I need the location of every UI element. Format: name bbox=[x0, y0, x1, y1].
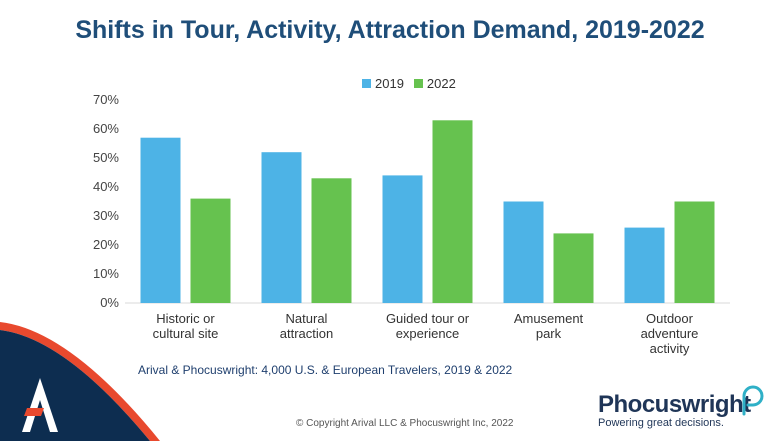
bar-2019 bbox=[261, 152, 302, 303]
arival-a-accent bbox=[24, 408, 44, 416]
source-note: Arival & Phocuswright: 4,000 U.S. & Euro… bbox=[138, 363, 513, 377]
bar-2019 bbox=[503, 201, 544, 303]
x-tick-label-line: cultural site bbox=[153, 326, 219, 341]
chart-title: Shifts in Tour, Activity, Attraction Dem… bbox=[75, 16, 705, 44]
corner-navy-panel bbox=[0, 330, 150, 441]
y-tick-label: 50% bbox=[93, 150, 119, 165]
brand-tagline: Powering great decisions. bbox=[598, 417, 724, 429]
x-tick-label: Historic or cultural site bbox=[153, 311, 219, 341]
legend-item-2022: 2022 bbox=[413, 76, 456, 91]
y-tick-label: 40% bbox=[93, 179, 119, 194]
y-tick-label: 30% bbox=[93, 208, 119, 223]
chart-legend: 2019 2022 bbox=[362, 76, 460, 91]
bar-2019 bbox=[140, 137, 181, 303]
bar-2022 bbox=[190, 198, 231, 303]
legend-label-2019: 2019 bbox=[375, 76, 404, 91]
legend-item-2019: 2019 bbox=[362, 76, 404, 91]
x-tick-label: Amusement park bbox=[514, 311, 584, 341]
x-tick-label-line: Amusement bbox=[514, 311, 584, 326]
copyright-text: © Copyright Arival LLC & Phocuswright In… bbox=[296, 418, 514, 429]
corner-accent-stripe bbox=[0, 322, 160, 441]
phocuswright-brand: Phocuswright Powering great decisions. bbox=[598, 391, 751, 429]
x-tick-label-line: adventure bbox=[641, 326, 699, 341]
x-tick-label: Natural attraction bbox=[280, 311, 333, 341]
phocuswright-mark-icon bbox=[742, 385, 764, 416]
y-tick-label: 70% bbox=[93, 92, 119, 107]
bar-2019 bbox=[624, 227, 665, 303]
bar-2022 bbox=[674, 201, 715, 303]
x-tick-label-line: activity bbox=[650, 341, 690, 356]
legend-label-2022: 2022 bbox=[426, 76, 456, 91]
bar-2022 bbox=[553, 233, 594, 303]
y-tick-label: 0% bbox=[100, 295, 119, 310]
y-tick-label: 60% bbox=[93, 121, 119, 136]
x-tick-label: Outdoor adventure activity bbox=[641, 311, 699, 356]
x-tick-label-line: Guided tour or bbox=[386, 311, 470, 326]
bar-2022 bbox=[311, 178, 352, 303]
x-tick-label-line: Outdoor bbox=[646, 311, 694, 326]
legend-swatch-2019 bbox=[362, 79, 371, 88]
x-tick-label-line: park bbox=[536, 326, 562, 341]
x-tick-label-line: experience bbox=[396, 326, 460, 341]
x-tick-label-line: attraction bbox=[280, 326, 333, 341]
bar-2022 bbox=[432, 120, 473, 303]
brand-name: Phocuswright bbox=[598, 391, 751, 418]
x-tick-label-line: Natural bbox=[286, 311, 328, 326]
x-tick-label-line: Historic or bbox=[156, 311, 215, 326]
legend-swatch-2022 bbox=[413, 79, 423, 88]
bar-2019 bbox=[382, 175, 423, 303]
x-tick-label: Guided tour or experience bbox=[386, 311, 470, 341]
y-tick-label: 20% bbox=[93, 237, 119, 252]
arival-logo-icon bbox=[0, 322, 160, 441]
arival-a-mark bbox=[22, 378, 58, 432]
y-tick-label: 10% bbox=[93, 266, 119, 281]
